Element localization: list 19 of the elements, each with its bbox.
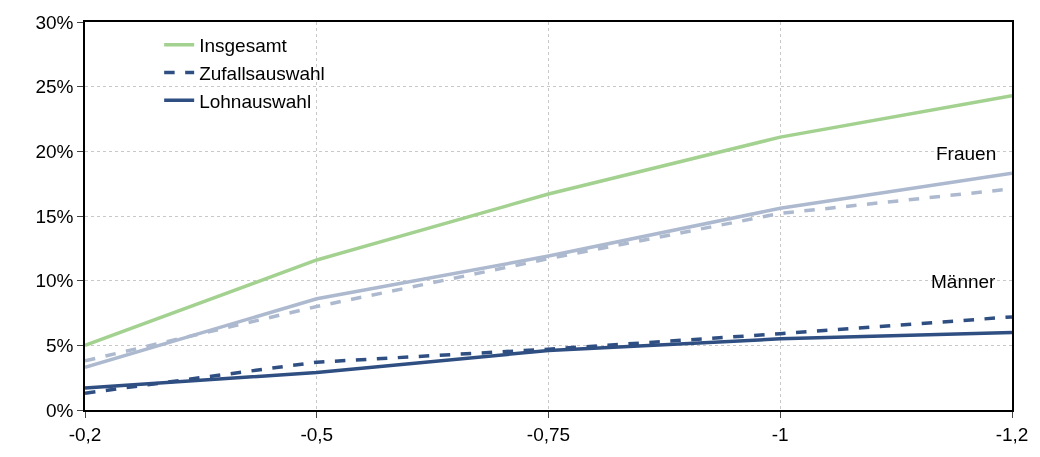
x-tick-label: -1,2 (995, 423, 1029, 445)
y-tick-label: 10% (35, 270, 74, 292)
line-series (85, 315, 1012, 395)
legend-label: Lohnauswahl (199, 90, 312, 112)
annotation: Männer (931, 271, 997, 292)
y-tick-label: 0% (45, 399, 74, 421)
y-tick-label: 20% (35, 140, 74, 162)
y-tick-label: 25% (35, 76, 74, 98)
annotation: Frauen (936, 143, 997, 164)
legend-label: Insgesamt (199, 35, 288, 57)
legend-label: Zufallsauswahl (199, 62, 325, 84)
x-tick-label: -0,2 (68, 423, 102, 445)
x-tick-label: -1 (771, 423, 789, 445)
line-series (85, 93, 1012, 348)
y-tick-label: 30% (35, 11, 74, 33)
y-tick-label: 5% (45, 334, 74, 356)
y-tick-label: 15% (35, 205, 74, 227)
x-tick-label: -0,75 (526, 423, 571, 445)
x-tick-label: -0,5 (300, 423, 334, 445)
